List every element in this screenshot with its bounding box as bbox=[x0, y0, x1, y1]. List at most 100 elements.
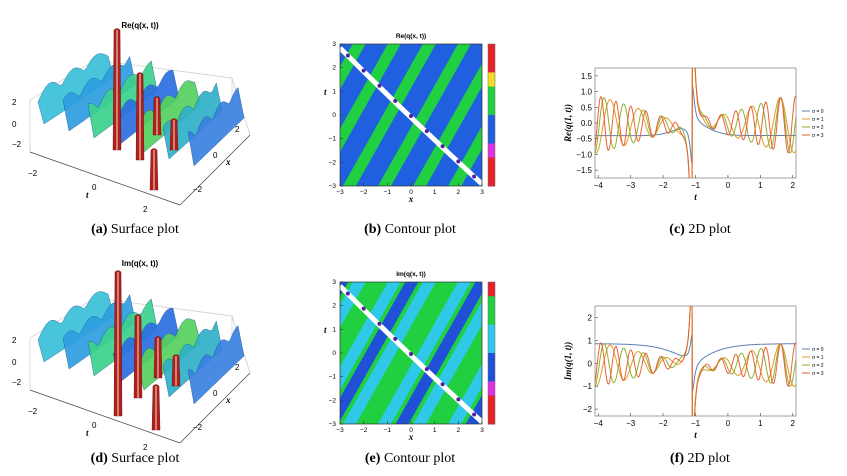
line-y-tick-label: 0 bbox=[588, 359, 593, 368]
caption-f: (f) 2D plot bbox=[580, 451, 820, 467]
contour-band bbox=[377, 282, 471, 424]
panel-c-line-re: −4 −3 −2 −1 0 1 2 t −1.5 −1.0 −0.5 0.0 0.5 1.0 1.5 Re(q… bbox=[555, 0, 847, 225]
line-x-tick-label: 0 bbox=[726, 419, 731, 428]
contour-y-tick-label: 1 bbox=[332, 88, 336, 95]
contour-band bbox=[342, 282, 436, 424]
line-x-tick-label: −2 bbox=[659, 419, 669, 428]
caption-c-tag: (c) bbox=[669, 222, 685, 237]
contour-y-tick-label: −1 bbox=[329, 136, 337, 143]
contour-title: Re(q(x, t)) bbox=[396, 33, 426, 40]
line-plot-im: −4 −3 −2 −1 0 1 2 t −2 −1 0 1 2 Im(q(1, t)) σ = 0 σ = 1… bbox=[563, 305, 824, 440]
contour-x-tick-label: −2 bbox=[360, 189, 368, 196]
line-y-tick-label: 1 bbox=[588, 336, 593, 345]
caption-e: (e) Contour plot bbox=[290, 451, 530, 467]
surface-x-tick-label: −2 bbox=[193, 423, 203, 432]
contour-x-tick-label: −3 bbox=[336, 189, 344, 196]
line-y-tick-label: −1.5 bbox=[576, 166, 592, 175]
line-y-tick-label: 0.0 bbox=[581, 119, 593, 128]
caption-f-tag: (f) bbox=[670, 451, 685, 466]
surface-plot-im: Im(q(x, t)) 2 0 −2 2 0 −2 x −2 0 2 t bbox=[12, 259, 251, 452]
contour-singular-dot bbox=[345, 53, 350, 58]
contour-singular-dot bbox=[377, 83, 382, 88]
surface-box-edge bbox=[29, 297, 96, 339]
contour-singular-dot bbox=[456, 397, 461, 402]
contour-band bbox=[340, 282, 419, 421]
contour-x-tick-label: 3 bbox=[480, 189, 484, 196]
legend-label: σ = 0 bbox=[812, 347, 824, 353]
caption-d: (d) Surface plot bbox=[15, 451, 255, 467]
line-y-axis-label: Re(q(1, t)) bbox=[563, 104, 573, 143]
surface-title: Im(q(x, t)) bbox=[122, 259, 159, 268]
contour-x-axis-label: x bbox=[408, 194, 414, 204]
legend-label: σ = 1 bbox=[812, 355, 824, 361]
surface-x-tick-label: −2 bbox=[193, 185, 203, 194]
surface-wave-ribbon bbox=[187, 87, 245, 167]
contour-band bbox=[413, 301, 482, 424]
contour-x-tick-label: 2 bbox=[457, 427, 461, 434]
line-x-tick-label: −3 bbox=[626, 181, 636, 190]
line-x-tick-label: −1 bbox=[691, 419, 701, 428]
contour-band bbox=[377, 44, 471, 186]
panel-b-contour-re: Re(q(x, t)) −3 −2 −1 0 1 2 3 x 3 2 1 0 −1 −2 −3 t bbox=[300, 0, 520, 225]
surface-t-tick-label: 0 bbox=[92, 421, 97, 430]
legend-label: σ = 2 bbox=[812, 363, 824, 369]
contour-y-tick-label: 0 bbox=[332, 112, 336, 119]
line-series-3 bbox=[595, 306, 796, 416]
contour-band bbox=[340, 44, 384, 121]
surface-x-axis bbox=[179, 134, 251, 206]
colorbar-segment bbox=[488, 353, 495, 368]
surface-z-tick-label: 0 bbox=[12, 358, 17, 367]
line-y-tick-label: −0.5 bbox=[576, 135, 592, 144]
surface-t-tick-label: 2 bbox=[143, 443, 148, 452]
surface-z-tick-label: 2 bbox=[12, 98, 17, 107]
colorbar-segment bbox=[488, 171, 495, 187]
colorbar-frame bbox=[487, 281, 496, 425]
line-x-tick-label: 0 bbox=[726, 181, 731, 190]
contour-band bbox=[340, 44, 419, 183]
contour-y-tick-label: −2 bbox=[329, 159, 337, 166]
surface-z-tick-label: 0 bbox=[12, 120, 17, 129]
contour-x-tick-label: 3 bbox=[480, 427, 484, 434]
contour-band bbox=[413, 63, 482, 186]
colorbar-segment bbox=[488, 367, 495, 382]
colorbar-segment bbox=[488, 143, 495, 159]
contour-singular-dot bbox=[472, 174, 477, 179]
contour-singular-dot bbox=[424, 129, 429, 134]
colorbar-segment bbox=[488, 310, 495, 326]
contour-x-tick-label: 0 bbox=[409, 189, 413, 196]
panel-d-surface-im: Im(q(x, t)) 2 0 −2 2 0 −2 x −2 0 2 t bbox=[0, 238, 260, 463]
surface-box-edge bbox=[29, 59, 96, 101]
contour-plot-re: Re(q(x, t)) −3 −2 −1 0 1 2 3 x 3 2 1 0 −1 −2 −3 t bbox=[324, 33, 496, 204]
caption-b-text: Contour plot bbox=[384, 222, 456, 237]
colorbar-segment bbox=[488, 72, 495, 88]
contour-band bbox=[448, 363, 482, 424]
line-series-group bbox=[595, 68, 796, 178]
contour-singular-dot bbox=[409, 114, 413, 118]
caption-d-text: Surface plot bbox=[111, 451, 180, 466]
contour-x-tick-label: −1 bbox=[384, 189, 392, 196]
contour-x-tick-label: −3 bbox=[336, 427, 344, 434]
surface-x-tick-label: 0 bbox=[213, 151, 218, 160]
contour-singular-dot bbox=[409, 352, 413, 356]
panel-e-contour-im: Im(q(x, t)) −3 −2 −1 0 1 2 3 x 3 2 1 0 −1 −2 −3 t bbox=[300, 238, 520, 463]
contour-band bbox=[340, 44, 401, 152]
line-y-tick-label: −2 bbox=[583, 405, 593, 414]
contour-y-tick-label: 0 bbox=[332, 350, 336, 357]
surface-title: Re(q(x, t)) bbox=[121, 21, 159, 30]
line-x-tick-label: −1 bbox=[691, 181, 701, 190]
line-x-tick-label: −4 bbox=[594, 181, 604, 190]
line-x-axis-label: t bbox=[694, 192, 697, 202]
surface-z-tick-label: 2 bbox=[12, 336, 17, 345]
surface-x-axis bbox=[179, 372, 251, 444]
line-x-tick-label: 2 bbox=[791, 419, 796, 428]
contour-singular-dot bbox=[377, 321, 382, 326]
contour-plot-im: Im(q(x, t)) −3 −2 −1 0 1 2 3 x 3 2 1 0 −1 −2 −3 t bbox=[324, 271, 496, 442]
contour-y-tick-label: −3 bbox=[329, 183, 337, 190]
contour-x-tick-label: 2 bbox=[457, 189, 461, 196]
contour-x-axis-label: x bbox=[408, 432, 414, 442]
surface-wave-ribbon bbox=[187, 325, 245, 405]
contour-y-axis-label: t bbox=[324, 325, 327, 335]
colorbar-segment bbox=[488, 100, 495, 116]
caption-a-tag: (a) bbox=[91, 222, 108, 237]
caption-a-text: Surface plot bbox=[110, 222, 179, 237]
